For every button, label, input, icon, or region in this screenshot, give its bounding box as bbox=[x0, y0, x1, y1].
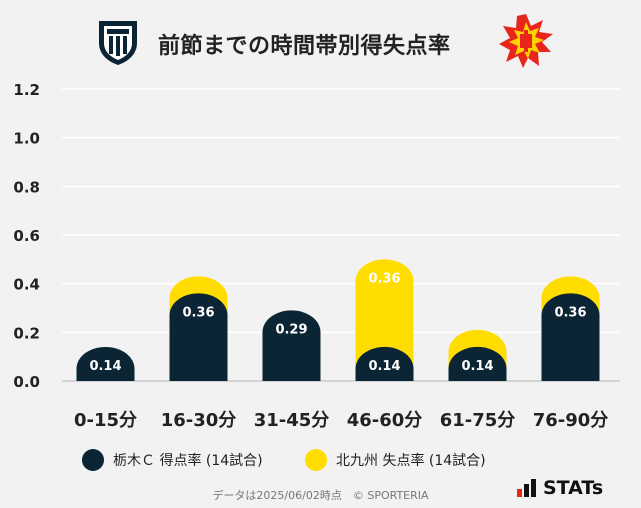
footer-note: データは2025/06/02時点 © SPORTERIA bbox=[212, 489, 429, 502]
y-tick-label: 1.2 bbox=[13, 81, 40, 99]
x-category-label: 61-75分 bbox=[440, 410, 516, 431]
data-label-home: 0.36 bbox=[554, 305, 586, 320]
stats-brand: STATs bbox=[517, 477, 603, 499]
legend-item-away: 北九州 失点率 (14試合) bbox=[305, 449, 486, 471]
bar-home bbox=[169, 293, 228, 381]
data-label-home: 0.29 bbox=[275, 322, 307, 337]
legend-label-home: 栃木Ｃ 得点率 (14試合) bbox=[113, 453, 263, 469]
x-category-label: 0-15分 bbox=[74, 410, 137, 431]
stats-brand-label: STATs bbox=[543, 477, 604, 499]
x-category-label: 46-60分 bbox=[347, 410, 423, 431]
y-tick-label: 0.4 bbox=[13, 276, 40, 294]
y-tick-label: 0.8 bbox=[13, 178, 40, 196]
legend-swatch-home bbox=[82, 449, 104, 471]
data-label-home: 0.14 bbox=[461, 359, 493, 374]
x-category-label: 31-45分 bbox=[254, 410, 330, 431]
bar-home bbox=[355, 346, 414, 381]
y-tick-label: 1.0 bbox=[13, 130, 40, 148]
x-category-label: 16-30分 bbox=[161, 410, 237, 431]
x-category-label: 76-90分 bbox=[533, 410, 609, 431]
bar-home bbox=[76, 346, 135, 381]
y-tick-label: 0.0 bbox=[13, 373, 40, 391]
data-label-home: 0.14 bbox=[368, 359, 400, 374]
bar-home bbox=[448, 346, 507, 381]
kitakyushu-emblem-icon bbox=[499, 14, 553, 68]
bar-chart: 0.0 0.2 0.4 0.6 0.8 1.0 1.2 0.14 0-15分 0.36 16-30分… bbox=[13, 81, 620, 431]
data-label-home: 0.36 bbox=[182, 305, 214, 320]
tochigi-city-logo-icon bbox=[99, 21, 137, 65]
chart-legend: 栃木Ｃ 得点率 (14試合) 北九州 失点率 (14試合) bbox=[0, 447, 641, 477]
legend-swatch-away bbox=[305, 449, 327, 471]
bar-home bbox=[262, 310, 321, 381]
legend-label-away: 北九州 失点率 (14試合) bbox=[336, 453, 486, 469]
y-tick-label: 0.6 bbox=[13, 227, 40, 245]
bar-home bbox=[541, 293, 600, 381]
y-tick-label: 0.2 bbox=[13, 324, 40, 342]
data-label-away: 0.36 bbox=[368, 271, 400, 286]
chart-title: 前節までの時間帯別得失点率 bbox=[158, 34, 451, 59]
data-label-home: 0.14 bbox=[89, 359, 121, 374]
stats-logo-icon bbox=[517, 479, 538, 497]
chart-header: 前節までの時間帯別得失点率 bbox=[0, 12, 641, 72]
legend-item-home: 栃木Ｃ 得点率 (14試合) bbox=[82, 449, 263, 471]
